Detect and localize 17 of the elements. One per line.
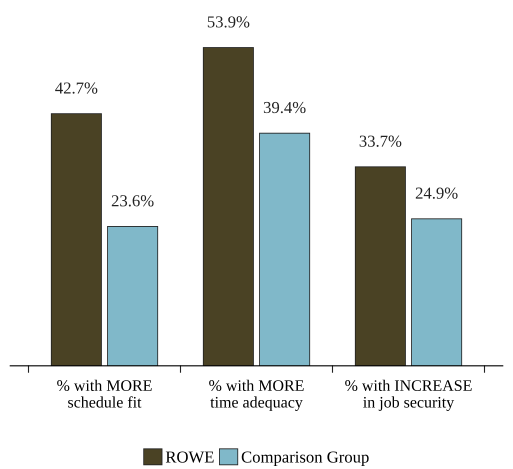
bar (50, 113, 102, 366)
data-label: 42.7% (55, 82, 98, 94)
data-label: 24.9% (416, 188, 458, 199)
legend-label: ROWE (166, 451, 214, 463)
bar (411, 218, 462, 366)
bar (354, 166, 406, 366)
data-label: 23.6% (112, 195, 154, 206)
bar (202, 47, 254, 366)
x-tick-label: % with MORE time adequacy (209, 380, 304, 411)
x-tick-label: % with INCREASE in job security (345, 380, 472, 411)
x-tick-label: % with MORE schedule fit (57, 380, 152, 408)
data-label: 33.7% (360, 136, 402, 147)
legend-label: Comparison Group (242, 451, 369, 466)
data-label: 53.9% (208, 16, 250, 28)
bar (259, 132, 310, 366)
data-label: 39.4% (264, 102, 306, 114)
bar (107, 226, 158, 366)
